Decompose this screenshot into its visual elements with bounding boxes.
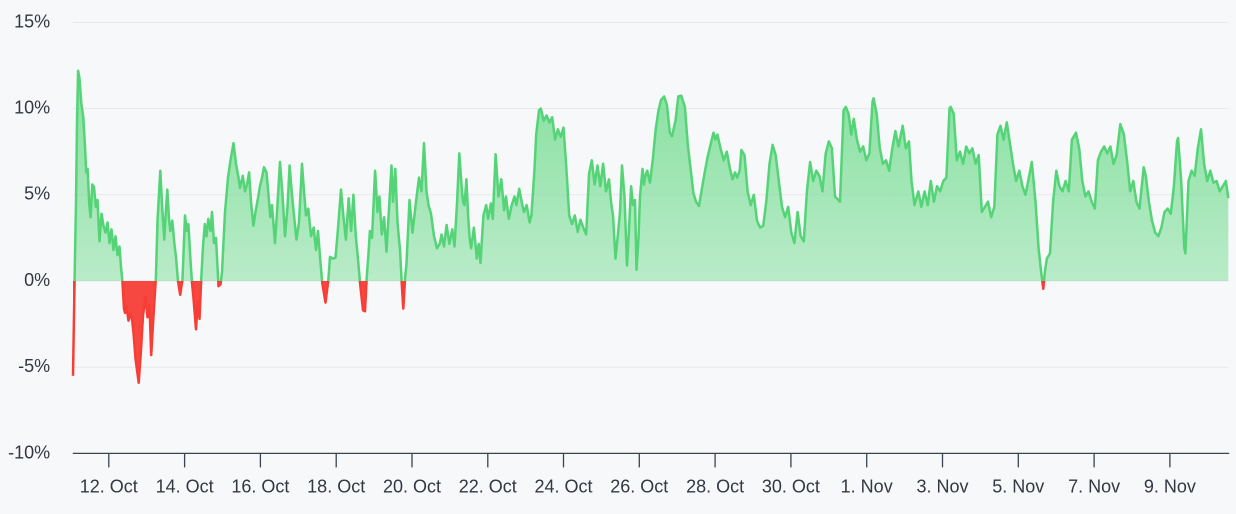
- svg-text:7. Nov: 7. Nov: [1068, 477, 1120, 497]
- svg-text:9. Nov: 9. Nov: [1144, 477, 1196, 497]
- svg-text:16. Oct: 16. Oct: [231, 477, 289, 497]
- svg-text:24. Oct: 24. Oct: [534, 477, 592, 497]
- svg-text:10%: 10%: [14, 98, 50, 118]
- svg-text:3. Nov: 3. Nov: [916, 477, 968, 497]
- svg-text:5%: 5%: [24, 184, 50, 204]
- svg-text:5. Nov: 5. Nov: [992, 477, 1044, 497]
- svg-text:0%: 0%: [24, 270, 50, 290]
- svg-text:20. Oct: 20. Oct: [383, 477, 441, 497]
- svg-text:26. Oct: 26. Oct: [610, 477, 668, 497]
- svg-text:22. Oct: 22. Oct: [459, 477, 517, 497]
- svg-text:18. Oct: 18. Oct: [307, 477, 365, 497]
- svg-text:28. Oct: 28. Oct: [686, 477, 744, 497]
- svg-text:1. Nov: 1. Nov: [841, 477, 893, 497]
- svg-text:12. Oct: 12. Oct: [80, 477, 138, 497]
- svg-text:-10%: -10%: [8, 442, 50, 462]
- svg-text:15%: 15%: [14, 11, 50, 31]
- svg-text:-5%: -5%: [18, 356, 50, 376]
- svg-text:30. Oct: 30. Oct: [762, 477, 820, 497]
- svg-text:14. Oct: 14. Oct: [156, 477, 214, 497]
